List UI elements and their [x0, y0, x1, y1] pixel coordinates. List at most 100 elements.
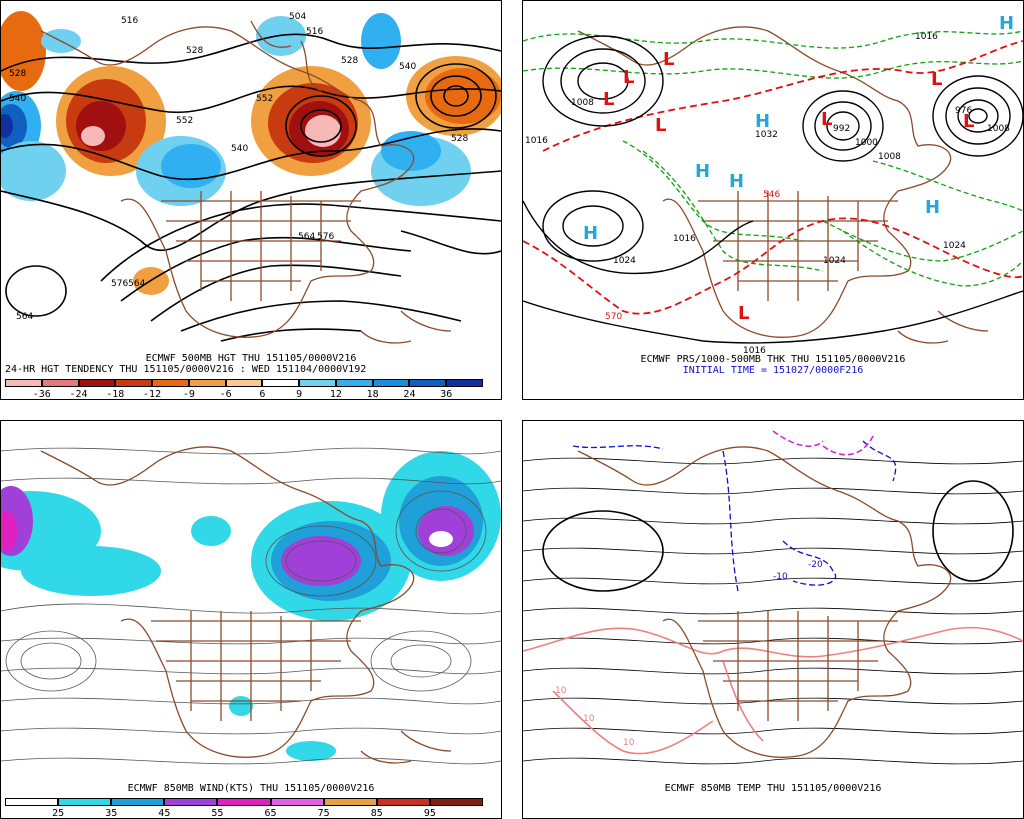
- contour-label: 10: [583, 714, 595, 724]
- contour-label: -20: [808, 560, 823, 570]
- contour-label: 528: [451, 134, 468, 144]
- geography-outline: [577, 26, 989, 344]
- contour-label: 540: [9, 94, 26, 104]
- contour-label: 976: [955, 106, 972, 116]
- temperature-very-cold-contours: [772, 430, 874, 456]
- temperature-warm-contours: [523, 626, 1023, 755]
- legend-tick-label: 55: [211, 808, 224, 819]
- high-pressure-marker: H: [729, 171, 744, 192]
- contour-label: 564: [298, 232, 315, 242]
- contour-label: 528: [9, 69, 26, 79]
- low-pressure-marker: L: [623, 67, 634, 88]
- high-pressure-marker: H: [925, 197, 940, 218]
- contour-label: 1008: [987, 124, 1010, 134]
- legend-swatch: [225, 379, 263, 387]
- panel-500mb-height: 516 504 516 528 528 528 540 540 552 540 …: [0, 0, 502, 400]
- legend-tick-label: 35: [105, 808, 118, 819]
- high-pressure-marker: H: [695, 161, 710, 182]
- temperature-contour-labels: 10 10 10 -10 -20: [555, 560, 823, 748]
- high-pressure-marker: H: [755, 111, 770, 132]
- legend-swatch: [270, 798, 324, 806]
- low-pressure-marker: L: [655, 115, 666, 136]
- contour-label: 540: [399, 62, 416, 72]
- panel-initial-time: INITIAL TIME = 151027/0000F216: [682, 365, 864, 376]
- contour-label: 1024: [943, 241, 966, 251]
- temperature-cold-contours: [572, 440, 897, 592]
- panel-title-line2: 24-HR HGT TENDENCY THU 151105/0000V216 :…: [5, 364, 367, 375]
- contour-label: 570: [605, 312, 622, 322]
- legend-swatch: [429, 798, 483, 806]
- legend-tick-label: 24: [403, 389, 416, 400]
- contour-label: 992: [833, 124, 850, 134]
- legend-swatch: [217, 798, 271, 806]
- pressure-center-markers: L L L L L L L L H H H H H H: [583, 13, 1014, 324]
- contour-label: 1008: [571, 98, 594, 108]
- contour-label: 552: [256, 94, 273, 104]
- legend-tick-label: 6: [259, 389, 266, 400]
- legend-swatch: [299, 379, 336, 387]
- low-pressure-marker: L: [603, 89, 614, 110]
- contour-label: 1000: [855, 138, 878, 148]
- legend-tick-label: 45: [158, 808, 171, 819]
- legend-tick-label: -18: [106, 389, 125, 400]
- contour-label: 552: [176, 116, 193, 126]
- map-500mb-height: 516 504 516 528 528 528 540 540 552 540 …: [1, 11, 501, 344]
- map-pressure-thickness: 1008 1016 1032 992 1000 1008 1016 1024 1…: [523, 13, 1023, 356]
- panel-title-line1: ECMWF 850MB TEMP THU 151105/0000V216: [664, 783, 882, 794]
- low-pressure-marker: L: [738, 303, 749, 324]
- legend-tick-label: -6: [219, 389, 232, 400]
- legend-swatch: [5, 379, 42, 387]
- legend-swatch: [5, 798, 59, 806]
- contour-label: 10: [555, 686, 567, 696]
- legend-swatch: [335, 379, 373, 387]
- legend-tick-label: 36: [440, 389, 453, 400]
- panel-title-line1: ECMWF 500MB HGT THU 151105/0000V216: [145, 353, 357, 364]
- legend-swatch: [115, 379, 153, 387]
- legend-tick-label: -9: [182, 389, 195, 400]
- legend-swatch: [323, 798, 377, 806]
- legend-tick-label: 95: [423, 808, 436, 819]
- legend-swatch: [188, 379, 226, 387]
- contour-label: 1016: [525, 136, 548, 146]
- legend-swatch: [152, 379, 189, 387]
- legend-swatch: [164, 798, 218, 806]
- legend-tick-label: 25: [52, 808, 65, 819]
- contour-label: -10: [773, 572, 788, 582]
- map-850mb-temp: 10 10 10 -10 -20: [523, 430, 1023, 765]
- legend-tick-label: 12: [329, 389, 342, 400]
- legend-tick-label: 75: [317, 808, 330, 819]
- legend-swatch: [372, 379, 410, 387]
- contour-label: 1016: [743, 346, 766, 356]
- wind-color-legend: [5, 798, 483, 806]
- panel-850mb-wind: ECMWF 850MB WIND(KTS) THU 151105/0000V21…: [0, 420, 502, 819]
- contour-label: 576: [317, 232, 334, 242]
- contour-label: 10: [623, 738, 635, 748]
- contour-label: 1016: [673, 234, 696, 244]
- height-contours: [1, 33, 501, 342]
- tendency-color-legend: [5, 379, 483, 387]
- high-pressure-marker: H: [583, 223, 598, 244]
- thickness-contours-warm: [523, 40, 1023, 315]
- low-pressure-marker: L: [663, 49, 674, 70]
- contour-label: 576564: [111, 279, 146, 289]
- high-pressure-marker: H: [999, 13, 1014, 34]
- contour-label: 546: [763, 190, 780, 200]
- contour-label: 1016: [915, 32, 938, 42]
- legend-tick-label: -12: [143, 389, 162, 400]
- contour-label: 1032: [755, 130, 778, 140]
- legend-swatch: [111, 798, 165, 806]
- legend-tick-label: -36: [32, 389, 51, 400]
- pressure-contour-labels: 1008 1016 1032 992 1000 1008 1016 1024 1…: [525, 32, 1010, 356]
- panel-pressure-thickness: 1008 1016 1032 992 1000 1008 1016 1024 1…: [522, 0, 1024, 400]
- legend-swatch: [262, 379, 300, 387]
- temperature-contours: [523, 457, 1023, 765]
- legend-tick-label: 18: [366, 389, 379, 400]
- contour-label: 528: [341, 56, 358, 66]
- contour-label: 1008: [878, 152, 901, 162]
- height-contour-labels: 516 504 516 528 528 528 540 540 552 540 …: [9, 12, 468, 322]
- legend-swatch: [58, 798, 112, 806]
- streamlines: [1, 447, 501, 765]
- low-pressure-marker: L: [821, 109, 832, 130]
- low-pressure-marker: L: [931, 69, 942, 90]
- geography-outline: [40, 446, 452, 764]
